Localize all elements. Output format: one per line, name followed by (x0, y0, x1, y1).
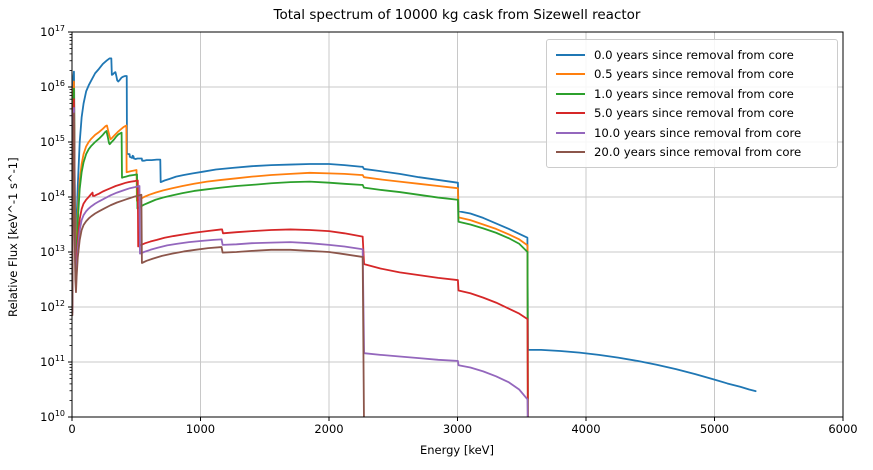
series-line-5 (72, 112, 365, 417)
legend-line-swatch (556, 53, 585, 56)
y-tick-label: 1013 (40, 244, 65, 259)
legend-line-swatch (556, 151, 585, 154)
series-line-4 (72, 107, 529, 417)
y-tick-label: 1011 (40, 354, 65, 369)
legend-item: 0.5 years since removal from core (556, 65, 829, 85)
y-tick-label: 1012 (40, 299, 65, 314)
x-tick-label: 2000 (314, 422, 343, 436)
y-tick-label: 1017 (40, 24, 65, 39)
legend-item: 1.0 years since removal from core (556, 84, 829, 104)
x-tick-label: 0 (68, 422, 75, 436)
x-tick-label: 6000 (828, 422, 857, 436)
y-tick-label: 1014 (40, 189, 65, 204)
legend: 0.0 years since removal from core 0.5 yea… (546, 39, 838, 168)
legend-line-swatch (556, 131, 585, 134)
x-tick-label: 3000 (443, 422, 472, 436)
legend-label: 10.0 years since removal from core (594, 125, 802, 140)
x-tick-label: 1000 (186, 422, 215, 436)
series-group (72, 57, 757, 417)
legend-line-swatch (556, 92, 585, 95)
series-line-2 (72, 87, 529, 417)
legend-item: 5.0 years since removal from core (556, 104, 829, 124)
x-tick-label: 5000 (700, 422, 729, 436)
chart-title: Total spectrum of 10000 kg cask from Siz… (273, 7, 641, 23)
series-line-3 (72, 98, 529, 417)
legend-label: 5.0 years since removal from core (594, 106, 794, 121)
legend-line-swatch (556, 112, 585, 115)
series-line-0 (72, 57, 757, 393)
y-tick-label: 1015 (40, 134, 65, 149)
series-line-1 (72, 80, 529, 417)
y-tick-label: 1016 (40, 79, 65, 94)
legend-label: 0.5 years since removal from core (594, 67, 794, 82)
x-tick-label: 4000 (571, 422, 600, 436)
legend-line-swatch (556, 73, 585, 76)
y-tick-label: 1010 (40, 409, 65, 424)
x-axis-label: Energy [keV] (419, 443, 495, 457)
legend-item: 20.0 years since removal from core (556, 143, 829, 163)
legend-item: 0.0 years since removal from core (556, 45, 829, 65)
legend-label: 1.0 years since removal from core (594, 86, 794, 101)
legend-label: 20.0 years since removal from core (594, 145, 802, 160)
y-axis-label: Relative Flux [keV^-1 s^-1] (6, 157, 20, 317)
legend-item: 10.0 years since removal from core (556, 123, 829, 143)
legend-label: 0.0 years since removal from core (594, 47, 794, 62)
